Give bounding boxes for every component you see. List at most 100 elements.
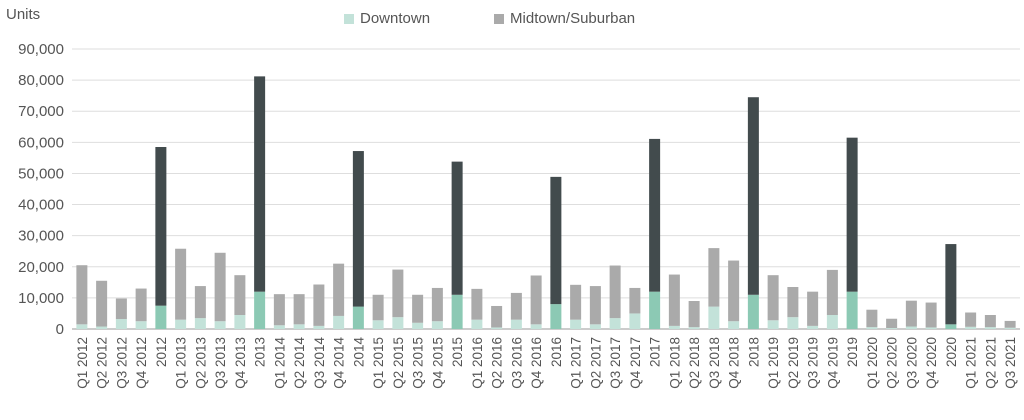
x-tick-label: Q3 2017 — [608, 337, 623, 389]
x-tick-label: Q2 2017 — [588, 337, 603, 389]
legend-swatch-midtown-suburban — [494, 13, 505, 24]
bar-segment-midtown-suburban — [807, 291, 819, 326]
bar-segment-downtown — [629, 313, 641, 329]
bar-segment-midtown-suburban — [570, 284, 582, 320]
bar-segment-midtown-suburban — [135, 288, 147, 322]
x-tick-label: Q1 2013 — [174, 337, 189, 389]
x-tick-label: Q4 2013 — [233, 337, 248, 389]
bar-segment-midtown-suburban — [254, 76, 266, 292]
bar-segment-downtown — [530, 324, 542, 329]
x-tick-label: Q3 2021 — [1003, 337, 1018, 389]
bar-segment-downtown — [925, 327, 937, 329]
x-tick-label: 2018 — [746, 337, 761, 367]
y-tick-label: 20,000 — [18, 259, 64, 276]
x-tick-label: Q4 2020 — [924, 337, 939, 389]
bar-segment-midtown-suburban — [846, 137, 858, 292]
y-tick-label: 40,000 — [18, 197, 64, 214]
bar-segment-midtown-suburban — [313, 284, 325, 326]
y-tick-label: 80,000 — [18, 72, 64, 89]
bar-segment-midtown-suburban — [273, 294, 285, 326]
x-tick-label: Q4 2017 — [628, 337, 643, 389]
bar-segment-midtown-suburban — [194, 286, 206, 319]
bar-segment-midtown-suburban — [234, 275, 246, 315]
bar-segment-midtown-suburban — [649, 138, 661, 292]
y-tick-label: 30,000 — [18, 228, 64, 245]
bar-segment-downtown — [313, 325, 325, 329]
bar-segment-midtown-suburban — [550, 176, 562, 305]
bar-segment-midtown-suburban — [589, 286, 601, 325]
bar-segment-downtown — [767, 320, 779, 329]
bar-segment-downtown — [807, 325, 819, 329]
bar-segment-downtown — [550, 304, 562, 329]
x-tick-label: Q1 2016 — [470, 337, 485, 389]
x-tick-label: Q3 2015 — [411, 337, 426, 389]
x-tick-label: Q1 2017 — [569, 337, 584, 389]
bar-segment-downtown — [451, 294, 463, 329]
legend-item-midtown-suburban: Midtown/Suburban — [494, 10, 635, 27]
bar-segment-midtown-suburban — [115, 298, 127, 320]
bar-segment-downtown — [214, 321, 226, 329]
bar-segment-midtown-suburban — [984, 315, 996, 328]
bar-segment-midtown-suburban — [155, 147, 167, 306]
x-tick-label: Q1 2012 — [75, 337, 90, 389]
x-tick-label: Q1 2021 — [964, 337, 979, 389]
bar-segment-downtown — [115, 319, 127, 329]
bar-segment-downtown — [273, 325, 285, 329]
x-tick-label: Q4 2014 — [332, 337, 347, 389]
x-tick-label: Q3 2013 — [213, 337, 228, 389]
bar-segment-downtown — [234, 315, 246, 329]
bar-segment-downtown — [846, 291, 858, 329]
bar-segment-downtown — [412, 322, 424, 329]
bar-segment-downtown — [471, 319, 483, 329]
x-tick-label: Q3 2014 — [312, 337, 327, 389]
x-tick-label: Q4 2019 — [825, 337, 840, 389]
bar-segment-downtown — [668, 325, 680, 329]
bar-segment-midtown-suburban — [1004, 320, 1016, 328]
bar-segment-midtown-suburban — [214, 252, 226, 322]
x-tick-label: Q2 2016 — [490, 337, 505, 389]
bar-segment-midtown-suburban — [629, 287, 641, 314]
bar-segment-downtown — [491, 327, 503, 329]
y-tick-label: 0 — [56, 321, 64, 338]
bar-segment-midtown-suburban — [530, 275, 542, 325]
bar-segment-downtown — [708, 306, 720, 329]
x-tick-label: Q3 2019 — [806, 337, 821, 389]
bar-segment-downtown — [826, 315, 838, 329]
bar-segment-midtown-suburban — [708, 248, 720, 307]
bar-segment-midtown-suburban — [451, 161, 463, 295]
bar-segment-downtown — [945, 324, 957, 329]
bar-segment-downtown — [1004, 327, 1016, 329]
bar-segment-downtown — [609, 318, 621, 329]
bar-segment-midtown-suburban — [747, 97, 759, 295]
bar-segment-midtown-suburban — [767, 275, 779, 321]
bar-segment-downtown — [135, 321, 147, 329]
y-tick-label: 60,000 — [18, 134, 64, 151]
bar-segment-downtown — [747, 294, 759, 329]
bar-segment-downtown — [728, 321, 740, 329]
y-axis-unit-label: Units — [6, 6, 41, 23]
bar-segment-downtown — [155, 305, 167, 329]
bar-segment-midtown-suburban — [728, 260, 740, 322]
bar-segment-midtown-suburban — [925, 302, 937, 328]
y-tick-label: 70,000 — [18, 103, 64, 120]
legend-label-downtown: Downtown — [360, 10, 431, 27]
x-tick-label: Q2 2021 — [983, 337, 998, 389]
bar-segment-downtown — [293, 324, 305, 329]
x-tick-label: 2020 — [944, 337, 959, 367]
bar-segment-midtown-suburban — [293, 294, 305, 325]
x-tick-label: Q4 2012 — [134, 337, 149, 389]
x-tick-label: Q1 2014 — [272, 337, 287, 389]
x-tick-label: Q2 2012 — [95, 337, 110, 389]
x-tick-label: Q1 2020 — [865, 337, 880, 389]
bar-segment-downtown — [905, 326, 917, 329]
bar-segment-midtown-suburban — [96, 280, 108, 327]
x-tick-label: Q3 2020 — [904, 337, 919, 389]
bar-segment-midtown-suburban — [668, 274, 680, 326]
bar-segment-midtown-suburban — [175, 248, 187, 320]
bar-segment-downtown — [649, 291, 661, 329]
x-tick-label: Q1 2015 — [371, 337, 386, 389]
bar-segment-midtown-suburban — [905, 300, 917, 327]
x-tick-label: Q2 2015 — [391, 337, 406, 389]
